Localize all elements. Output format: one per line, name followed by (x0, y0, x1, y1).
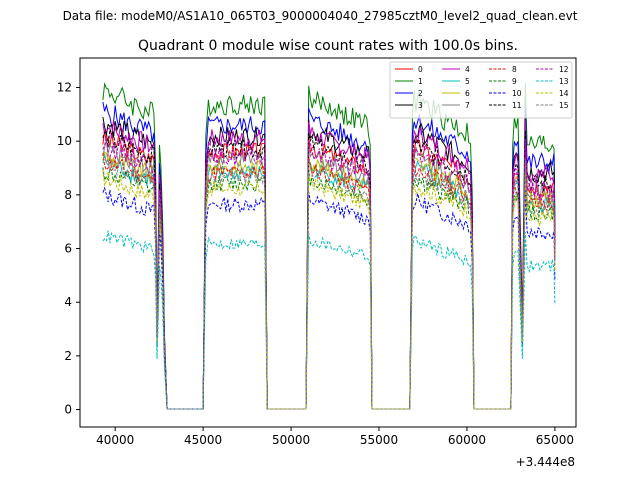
series-line-9 (102, 167, 556, 410)
legend-label-2: 2 (418, 89, 423, 98)
legend-label-14: 14 (559, 89, 569, 98)
series-line-10 (102, 186, 556, 410)
y-tick-label: 8 (64, 188, 72, 202)
legend-label-13: 13 (559, 77, 569, 86)
x-tick-label: 55000 (360, 433, 398, 447)
x-tick-label: 40000 (96, 433, 134, 447)
plot-frame (79, 57, 577, 428)
series-line-8 (102, 152, 556, 410)
y-tick-label: 12 (57, 81, 72, 95)
legend-label-15: 15 (559, 101, 569, 110)
legend-label-6: 6 (465, 89, 470, 98)
y-tick-label: 10 (57, 134, 72, 148)
legend-label-5: 5 (465, 77, 470, 86)
series-layer (102, 82, 556, 410)
legend-label-4: 4 (465, 65, 470, 74)
y-tick-label: 6 (64, 242, 72, 256)
legend-label-9: 9 (512, 77, 517, 86)
x-tick-label: 60000 (448, 433, 486, 447)
legend-label-12: 12 (559, 65, 569, 74)
chart-suptitle: Data file: modeM0/AS1A10_065T03_90000040… (63, 9, 578, 23)
legend-label-8: 8 (512, 65, 517, 74)
chart-title: Quadrant 0 module wise count rates with … (138, 38, 518, 54)
y-tick-label: 0 (64, 403, 72, 417)
legend-label-0: 0 (418, 65, 423, 74)
x-tick-label: 65000 (536, 433, 574, 447)
y-axis: 0 2 4 6 8 10 12 (57, 81, 80, 417)
legend-label-10: 10 (512, 89, 522, 98)
series-line-15 (102, 156, 556, 410)
legend-label-11: 11 (512, 101, 522, 110)
legend-label-7: 7 (465, 101, 470, 110)
series-line-12 (102, 136, 556, 410)
legend-label-3: 3 (418, 101, 423, 110)
y-tick-label: 4 (64, 295, 72, 309)
x-offset-label: +3.444e8 (516, 455, 575, 469)
series-line-14 (102, 169, 556, 410)
x-axis: 40000 45000 50000 55000 60000 65000 (96, 427, 574, 447)
series-line-1 (102, 82, 556, 410)
legend-box (389, 61, 573, 119)
x-tick-label: 50000 (272, 433, 310, 447)
legend-label-1: 1 (418, 77, 423, 86)
y-tick-label: 2 (64, 349, 72, 363)
x-tick-label: 45000 (184, 433, 222, 447)
series-line-13 (102, 230, 556, 410)
